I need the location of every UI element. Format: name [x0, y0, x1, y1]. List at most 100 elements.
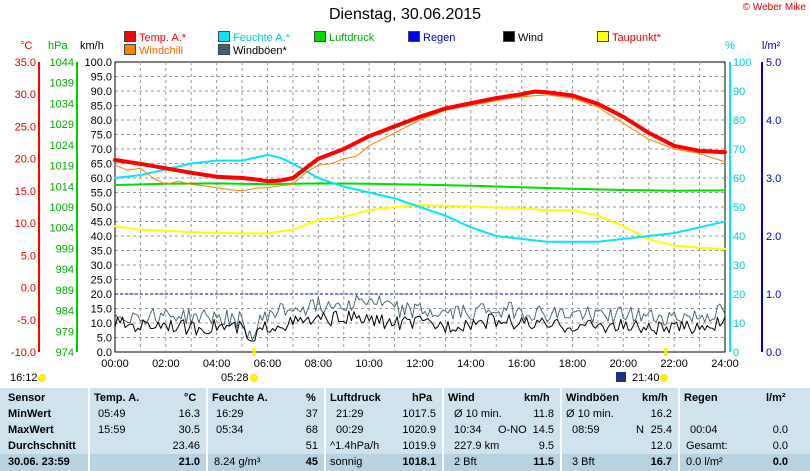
wind-unit-label: km/h [80, 40, 104, 52]
row-label-max: MaxWert [8, 424, 54, 436]
current-rain-label: 0.0 l/m² [686, 456, 723, 468]
pressure-unit-label: hPa [48, 40, 68, 52]
pressure-tick-label: 1009 [50, 202, 74, 214]
column-divider [88, 388, 90, 471]
rain-tick-label: 2.0 [766, 231, 781, 243]
temp-tick-label: 35.0 [15, 57, 36, 69]
weather-condition: sonnig [330, 456, 363, 468]
sunset-icon [660, 374, 668, 382]
avg-pressure-value: 1019.9 [402, 440, 436, 452]
header-humidity: Feuchte A. [212, 392, 268, 404]
column-divider [560, 388, 562, 471]
x-tick-label: 18:00 [559, 358, 587, 370]
wind-tick-label: 15.0 [91, 304, 112, 316]
legend-swatch [124, 31, 136, 42]
wind-tick-label: 30.0 [91, 260, 112, 272]
temp-tick-label: 20.0 [15, 154, 36, 166]
legend-swatch [503, 31, 515, 42]
humidity-tick-label: 100 [733, 57, 751, 69]
x-tick-label: 04:00 [203, 358, 231, 370]
wind-tick-label: 95.0 [91, 72, 112, 84]
max-humidity-value: 68 [305, 424, 318, 436]
wind-tick-label: 10.0 [91, 318, 112, 330]
rain-tick-label: 4.0 [766, 115, 781, 127]
sunrise-time: 05:28 [221, 372, 249, 384]
legend-item: Wind [503, 31, 543, 44]
current-humidity-value: 45 [305, 456, 318, 468]
temp-unit-label: °C [20, 40, 33, 52]
max-wind-value: 14.5 [532, 424, 554, 436]
min-gust-label: Ø 10 min. [566, 408, 614, 420]
series-line-temp-a [113, 89, 727, 184]
min-temp-time: 05:49 [98, 408, 126, 420]
min-humidity-time: 16:29 [216, 408, 244, 420]
min-pressure-time: 21:29 [336, 408, 364, 420]
min-wind-value: 11.8 [533, 408, 554, 420]
x-tick-label: 00:00 [101, 358, 129, 370]
series-line-wind [114, 310, 726, 342]
wind-tick-label: 65.0 [91, 159, 112, 171]
humidity-unit-label: % [725, 40, 735, 52]
header-sensor: Sensor [8, 392, 46, 404]
legend-swatch [597, 31, 609, 42]
x-tick-label: 02:00 [152, 358, 180, 370]
wind-tick-label: 0.0 [97, 347, 112, 359]
series-line-windchill [114, 94, 726, 192]
humidity-tick-label: 40 [733, 231, 745, 243]
x-tick-label: 14:00 [457, 358, 485, 370]
pressure-tick-label: 989 [56, 285, 74, 297]
max-gust-time: 08:59 [572, 424, 600, 436]
max-wind-time: 10:34 [454, 424, 482, 436]
time-marker-left: 16:12 [10, 372, 38, 384]
x-tick-label: 10:00 [355, 358, 383, 370]
rain-tick-label: 3.0 [766, 173, 781, 185]
humidity-tick-label: 90 [733, 86, 745, 98]
legend-swatch [124, 44, 136, 55]
legend-item: Regen [408, 31, 455, 44]
pressure-tick-label: 1014 [50, 181, 74, 193]
series-line-luftdruck [114, 182, 726, 192]
wind-tick-label: 40.0 [91, 231, 112, 243]
x-tick-label: 22:00 [660, 358, 688, 370]
min-pressure-value: 1017.5 [402, 408, 436, 420]
wind-tick-label: 100.0 [84, 57, 112, 69]
humidity-tick-label: 10 [733, 318, 745, 330]
copyright-label: © Weber Mike [742, 2, 806, 13]
pressure-tick-label: 1029 [50, 119, 74, 131]
header-rain: Regen [684, 392, 718, 404]
x-tick-label: 12:00 [406, 358, 434, 370]
wind-tick-label: 20.0 [91, 289, 112, 301]
pressure-tick-label: 984 [56, 306, 74, 318]
wind-tick-label: 70.0 [91, 144, 112, 156]
avg-wind-value: 9.5 [538, 440, 554, 452]
avg-temp-value: 23.46 [172, 440, 200, 452]
rain-tick-label: 1.0 [766, 289, 781, 301]
temp-tick-label: 0.0 [21, 283, 36, 295]
legend-label: Windböen* [233, 45, 287, 57]
header-pressure-unit: hPa [412, 392, 433, 404]
pressure-tick-label: 1034 [50, 98, 74, 110]
pressure-tick-label: 1044 [50, 57, 74, 69]
wind-tick-label: 50.0 [91, 202, 112, 214]
current-temp-value: 21.0 [178, 456, 200, 468]
series-line-windb-en [114, 294, 726, 341]
max-temp-value: 30.5 [178, 424, 200, 436]
header-temp: Temp. A. [94, 392, 140, 404]
series-line-taupunkt [114, 204, 726, 250]
current-pressure-value: 1018.1 [402, 456, 436, 468]
rain-unit-label: l/m² [762, 40, 781, 52]
x-tick-label: 08:00 [305, 358, 333, 370]
wind-tick-label: 45.0 [91, 217, 112, 229]
max-gust-direction: N [636, 424, 644, 436]
humidity-tick-label: 30 [733, 260, 745, 272]
humidity-tick-label: 70 [733, 144, 745, 156]
pressure-tick-label: 1024 [50, 140, 74, 152]
legend-swatch [218, 31, 230, 42]
moon-icon [616, 372, 626, 382]
header-wind: Wind [448, 392, 475, 404]
min-gust-value: 16.2 [650, 408, 672, 420]
humidity-tick-label: 50 [733, 202, 745, 214]
chart-title: Dienstag, 30.06.2015 [328, 6, 482, 23]
temp-tick-label: 25.0 [15, 121, 36, 133]
min-wind-label: Ø 10 min. [454, 408, 502, 420]
